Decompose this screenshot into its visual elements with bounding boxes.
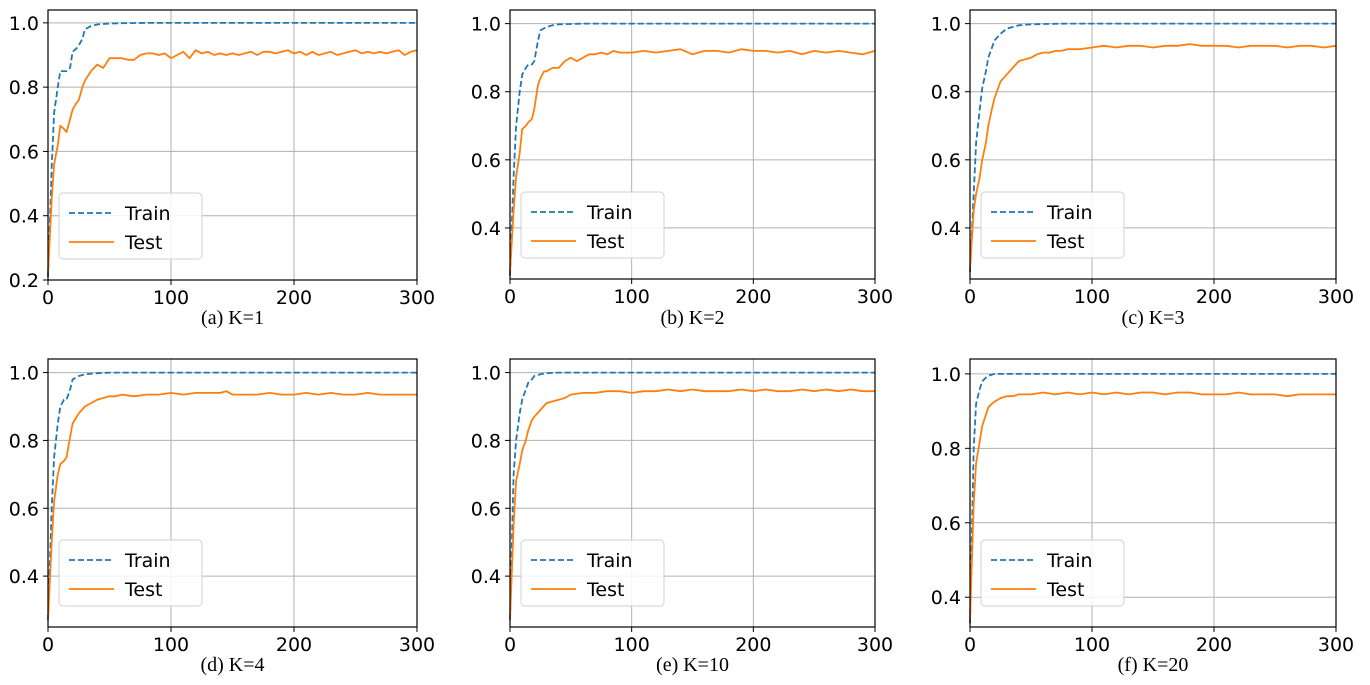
y-tick-label: 1.0	[471, 14, 501, 36]
x-tick-label: 200	[1196, 634, 1232, 656]
y-tick-label: 0.6	[931, 513, 961, 535]
panel-caption: (c) K=3	[1122, 307, 1185, 329]
x-tick-label: 200	[1196, 286, 1232, 308]
y-tick-label: 0.4	[471, 566, 501, 588]
legend-label-train: Train	[1046, 550, 1093, 572]
x-tick-label: 300	[857, 286, 893, 308]
chart-panel-0: 0 100 200 300 0.2 0.4 0.6 0.8 1.0 Train Test (a) K=…	[9, 9, 435, 329]
x-tick-label: 100	[614, 286, 650, 308]
y-tick-label: 0.8	[931, 82, 961, 104]
axes-frame	[47, 358, 418, 628]
y-tick-label: 1.0	[9, 13, 39, 35]
x-tick-label: 100	[614, 634, 650, 656]
x-tick-label: 200	[735, 286, 771, 308]
chart-panel-1: 0 100 200 300 0.4 0.6 0.8 1.0 Train Test (b) K=2	[471, 9, 893, 329]
legend-label-train: Train	[586, 202, 633, 224]
chart-panel-4: 0 100 200 300 0.4 0.6 0.8 1.0 Train Test (e) K=10	[471, 358, 893, 676]
y-tick-label: 0.4	[9, 566, 39, 588]
x-tick-label: 300	[1318, 634, 1354, 656]
panel-caption: (f) K=20	[1118, 654, 1189, 676]
legend-label-test: Test	[586, 231, 624, 253]
y-tick-label: 0.4	[931, 218, 961, 240]
y-tick-label: 0.6	[471, 498, 501, 520]
x-tick-label: 300	[857, 634, 893, 656]
series-line-train	[47, 21, 417, 277]
y-tick-label: 0.4	[931, 587, 961, 609]
x-tick-label: 100	[153, 634, 189, 656]
y-tick-label: 0.2	[9, 270, 39, 292]
x-tick-label: 0	[504, 286, 516, 308]
panel-caption: (b) K=2	[660, 307, 724, 329]
x-tick-label: 200	[735, 634, 771, 656]
legend-label-test: Test	[124, 232, 162, 254]
axes-frame	[509, 9, 876, 280]
series-line-train	[509, 22, 875, 276]
y-tick-label: 0.8	[9, 77, 39, 99]
legend-label-test: Test	[1046, 579, 1084, 601]
x-tick-label: 0	[42, 287, 54, 309]
axes-frame	[969, 358, 1337, 628]
panel-caption: (e) K=10	[656, 654, 729, 676]
series-line-test	[47, 390, 417, 621]
legend-label-train: Train	[586, 550, 633, 572]
legend-label-test: Test	[124, 579, 162, 601]
y-tick-label: 0.6	[931, 150, 961, 172]
y-tick-label: 0.8	[931, 438, 961, 460]
y-tick-label: 0.6	[9, 498, 39, 520]
panel-caption: (a) K=1	[201, 307, 264, 329]
series-line-train	[509, 371, 875, 621]
series-line-test	[969, 391, 1336, 620]
y-tick-label: 1.0	[931, 364, 961, 386]
y-tick-label: 0.4	[9, 206, 39, 228]
chart-panel-2: 0 100 200 300 0.4 0.6 0.8 1.0 Train Test (c) K=3	[931, 9, 1354, 329]
axes-frame	[509, 358, 876, 628]
legend-label-train: Train	[124, 203, 171, 225]
legend-label-test: Test	[586, 579, 624, 601]
chart-panel-5: 0 100 200 300 0.4 0.6 0.8 1.0 Train Test (f) K=20	[931, 358, 1354, 676]
x-tick-label: 0	[504, 634, 516, 656]
x-tick-label: 100	[1074, 634, 1110, 656]
y-tick-label: 1.0	[471, 363, 501, 385]
y-tick-label: 0.6	[9, 141, 39, 163]
panel-caption: (d) K=4	[200, 654, 264, 676]
x-tick-label: 0	[42, 634, 54, 656]
y-tick-label: 1.0	[931, 14, 961, 36]
series-line-train	[47, 371, 417, 621]
x-tick-label: 0	[964, 634, 976, 656]
x-tick-label: 100	[1074, 286, 1110, 308]
series-line-test	[509, 48, 876, 273]
axes-frame	[969, 9, 1337, 280]
x-tick-label: 0	[964, 286, 976, 308]
x-tick-label: 200	[276, 287, 312, 309]
x-tick-label: 300	[399, 634, 435, 656]
legend-label-train: Train	[124, 550, 171, 572]
series-line-test	[47, 49, 418, 274]
x-tick-label: 300	[1318, 286, 1354, 308]
chart-panel-3: 0 100 200 300 0.4 0.6 0.8 1.0 Train Test (d) K=4	[9, 358, 435, 676]
x-tick-label: 300	[399, 287, 435, 309]
legend-label-train: Train	[1046, 202, 1093, 224]
series-line-test	[509, 388, 875, 621]
series-line-train	[969, 372, 1336, 624]
x-tick-label: 100	[153, 287, 189, 309]
axes-frame	[47, 9, 418, 281]
y-tick-label: 0.8	[471, 82, 501, 104]
y-tick-label: 0.8	[471, 430, 501, 452]
y-tick-label: 0.8	[9, 430, 39, 452]
y-tick-label: 1.0	[9, 363, 39, 385]
legend-label-test: Test	[1046, 231, 1084, 253]
x-tick-label: 200	[276, 634, 312, 656]
y-tick-label: 0.6	[471, 150, 501, 172]
y-tick-label: 0.4	[471, 218, 501, 240]
series-line-test	[969, 43, 1337, 269]
